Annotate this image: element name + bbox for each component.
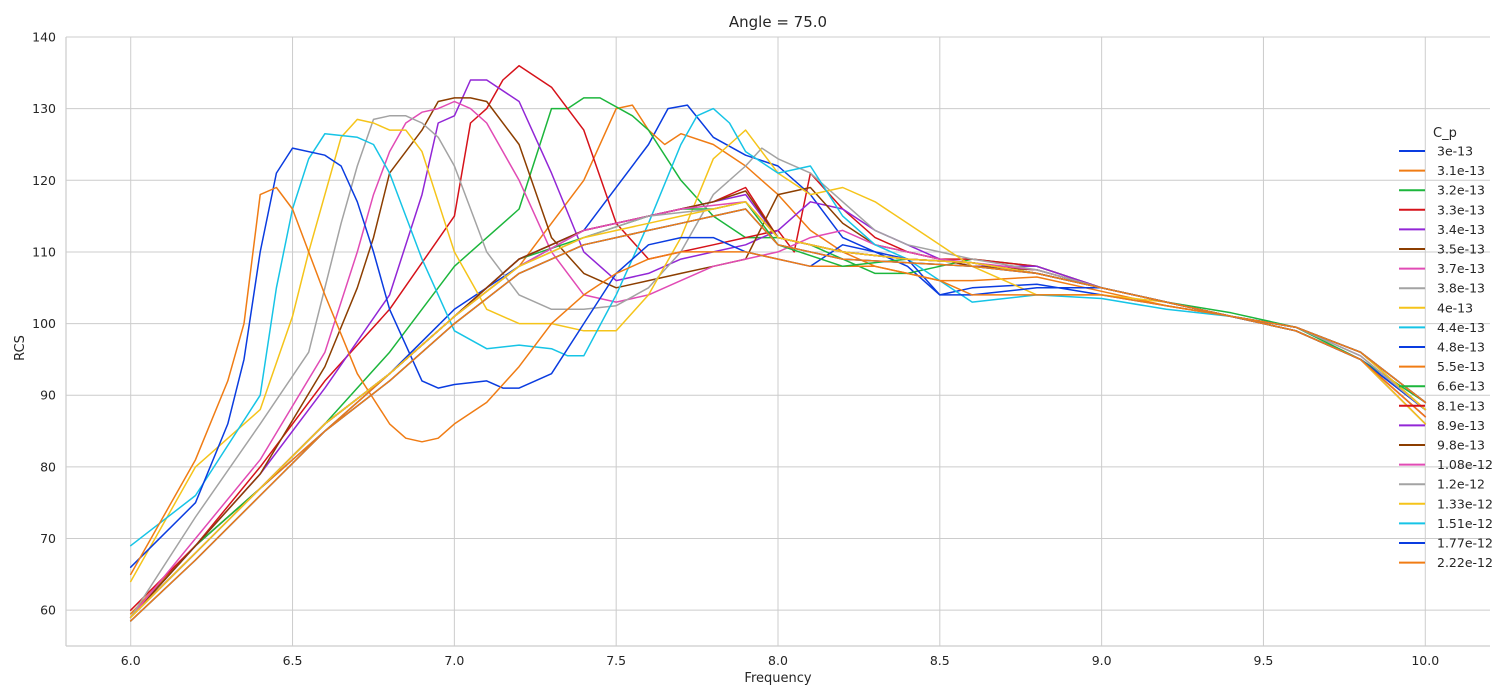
legend-items: 3e-13 3.1e-13 3.2e-13 3.3e-13 3.4e-13 3.5e-13… [1399,144,1493,570]
y-tick-label: 130 [32,101,56,116]
y-axis-ticks: 60 70 80 90 100 110 120 130 140 [32,30,56,618]
series-lines [129,64,1427,622]
legend-entry-label: 8.9e-13 [1437,418,1485,433]
grid [66,36,1490,646]
legend-entry-label: 1.08e-12 [1437,457,1493,472]
legend-entry-label: 5.5e-13 [1437,359,1485,374]
legend-entry-label: 3.5e-13 [1437,242,1485,257]
x-tick-label: 8.5 [930,653,950,668]
chart-title: Angle = 75.0 [729,13,827,31]
legend-entry-label: 3.2e-13 [1437,183,1485,198]
series-line-3.8e-13 [129,115,1427,619]
x-tick-label: 6.0 [121,653,141,668]
series-line-5.5e-13 [129,186,1427,576]
x-tick-label: 9.0 [1092,653,1112,668]
legend-title: C_p [1433,126,1457,141]
x-axis-ticks: 6.0 6.5 7.0 7.5 8.0 8.5 9.0 9.5 10.0 [121,653,1439,668]
series-line-4.8e-13 [129,147,1427,568]
x-tick-label: 6.5 [283,653,303,668]
y-tick-label: 60 [40,603,56,618]
y-tick-label: 110 [32,244,56,259]
x-tick-label: 7.0 [444,653,464,668]
legend-entry-label: 4.8e-13 [1437,340,1485,355]
legend-entry-label: 3.7e-13 [1437,261,1485,276]
legend: C_p 3e-13 3.1e-13 3.2e-13 3.3e-13 3.4e-13 3.5… [1399,126,1493,570]
y-tick-label: 80 [40,459,56,474]
y-tick-label: 140 [32,30,56,45]
x-axis-label: Frequency [744,671,811,686]
legend-entry-label: 8.1e-13 [1437,398,1485,413]
legend-entry-label: 1.51e-12 [1437,516,1493,531]
legend-entry-label: 1.33e-12 [1437,496,1493,511]
legend-entry-label: 3.1e-13 [1437,163,1485,178]
legend-entry-label: 2.22e-12 [1437,555,1493,570]
x-tick-label: 10.0 [1411,653,1439,668]
legend-entry-label: 3e-13 [1437,144,1473,159]
series-line-4e-13 [129,118,1427,583]
axes-spines [65,37,1490,647]
x-tick-label: 7.5 [606,653,626,668]
legend-entry-label: 6.6e-13 [1437,379,1485,394]
y-tick-label: 70 [40,531,56,546]
series-line-2.22e-12 [129,208,1427,622]
x-tick-label: 8.0 [768,653,788,668]
legend-entry-label: 3.8e-13 [1437,281,1485,296]
legend-entry-label: 1.2e-12 [1437,477,1485,492]
legend-entry-label: 4.4e-13 [1437,320,1485,335]
y-tick-label: 100 [32,316,56,331]
y-axis-label: RCS [13,335,28,361]
x-tick-label: 9.5 [1254,653,1274,668]
legend-entry-label: 3.3e-13 [1437,202,1485,217]
legend-entry-label: 9.8e-13 [1437,438,1485,453]
legend-entry-label: 1.77e-12 [1437,536,1493,551]
legend-entry-label: 3.4e-13 [1437,222,1485,237]
legend-entry-label: 4e-13 [1437,300,1473,315]
y-tick-label: 90 [40,388,56,403]
y-tick-label: 120 [32,173,56,188]
